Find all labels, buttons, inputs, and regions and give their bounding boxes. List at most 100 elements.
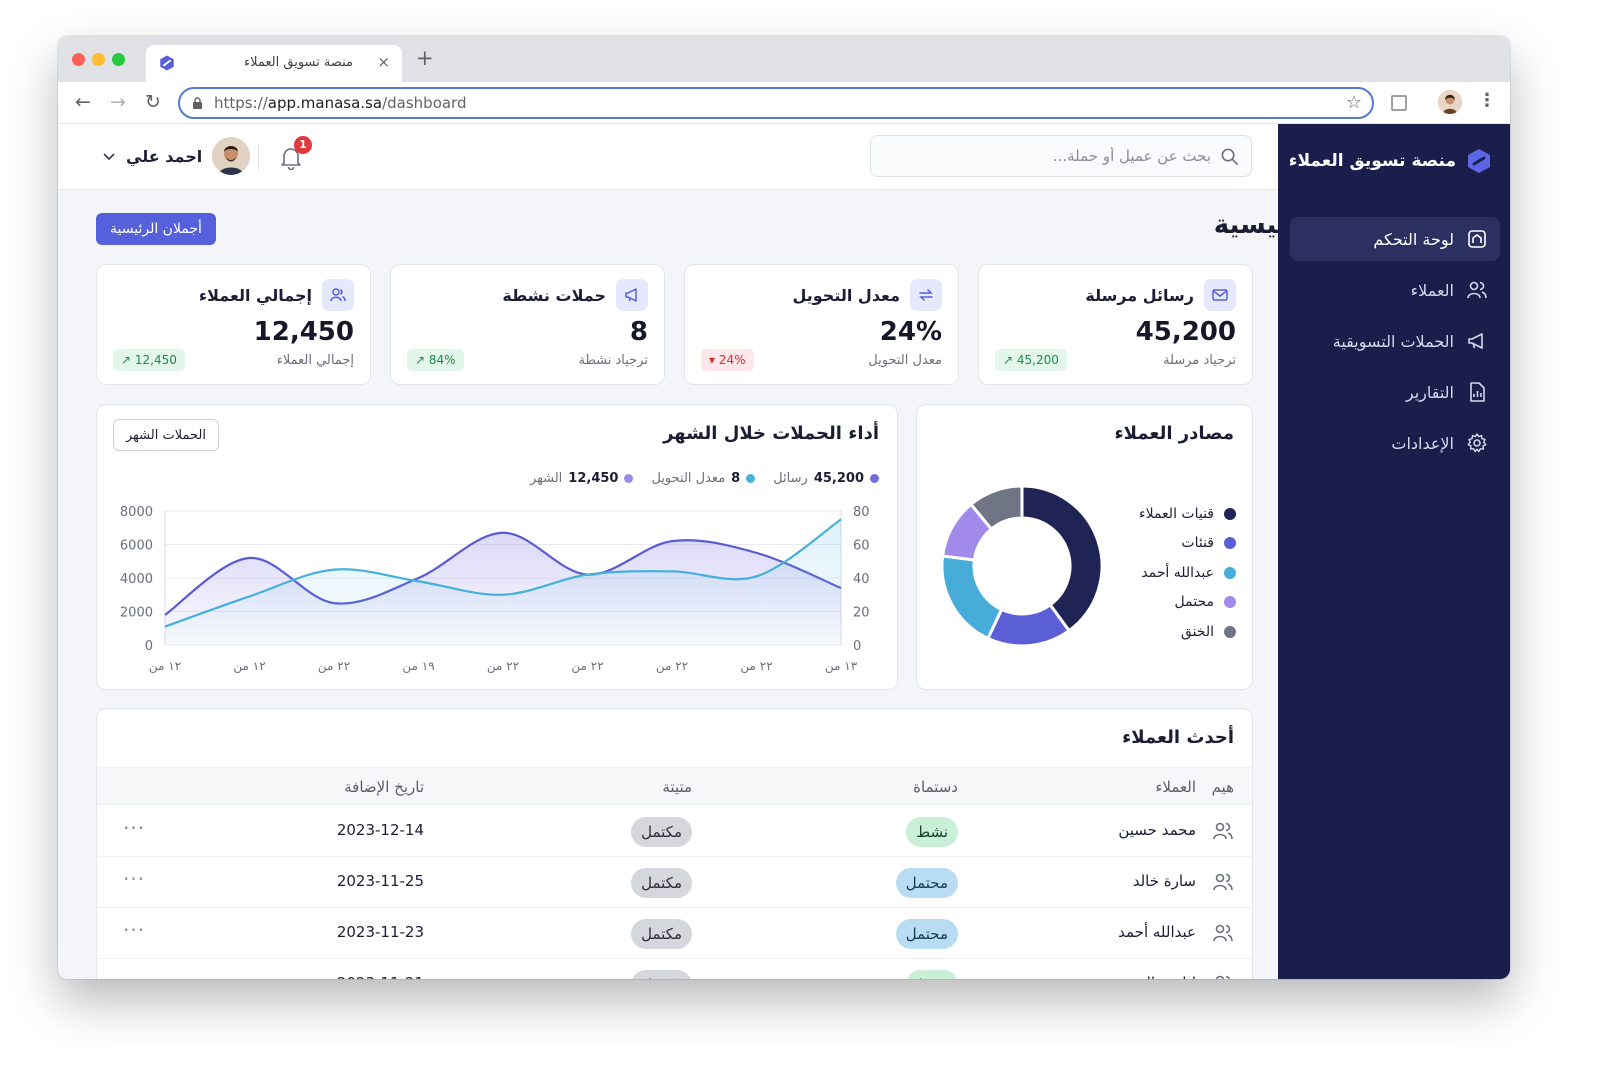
search-box xyxy=(870,135,1252,177)
address-bar[interactable]: https://app.manasa.sa/dashboard ☆ xyxy=(178,87,1374,119)
table-row[interactable]: ليلى خالد نشط مكتمل 2023-11-21 ··· xyxy=(97,959,1252,979)
x-tick-label: ٢٢ من xyxy=(656,659,688,674)
notification-badge: 1 xyxy=(294,136,312,154)
browser-tab[interactable]: منصة تسويق العملاء × xyxy=(146,45,402,82)
table-row[interactable]: عبدالله أحمد محتمل مكتمل 2023-11-23 ··· xyxy=(97,908,1252,959)
y-right-tick-label: 80 xyxy=(853,505,870,520)
legend-dot xyxy=(1224,507,1236,520)
stage-badge: مكتمل xyxy=(631,919,692,949)
extensions-icon[interactable] xyxy=(1391,95,1407,111)
trend-badge: ↗ 12,450 xyxy=(113,349,185,371)
megaphone-icon xyxy=(616,279,648,311)
x-tick-label: ٢٢ من xyxy=(571,659,603,674)
url-host: app.manasa.sa xyxy=(267,94,383,112)
legend-value: 8 xyxy=(731,471,741,486)
legend-dot xyxy=(870,474,879,483)
mail-icon xyxy=(1204,279,1236,311)
donut-slice[interactable] xyxy=(1020,484,1104,633)
legend-dot xyxy=(1224,566,1236,579)
series-line-1 xyxy=(164,518,842,628)
y-left-tick-label: 0 xyxy=(145,639,153,654)
brand-logo-icon xyxy=(1468,149,1490,173)
table-row[interactable]: محمد حسين نشط مكتمل 2023-12-14 ··· xyxy=(97,806,1252,857)
trend-badge: ↗ 45,200 xyxy=(995,349,1067,371)
notification-bell-icon[interactable] xyxy=(280,146,302,170)
chart-title: أداء الحملات خلال الشهر xyxy=(663,423,879,444)
swap-icon xyxy=(910,279,942,311)
customer-name: سارة خالد xyxy=(1132,872,1196,890)
more-icon[interactable]: ··· xyxy=(123,816,146,840)
sidebar-item-1[interactable]: العملاء xyxy=(1290,268,1500,312)
brand[interactable]: منصة تسويق العملاء xyxy=(1289,148,1492,174)
sidebar-item-label: العملاء xyxy=(1410,280,1454,300)
x-tick-label: ٢٢ من xyxy=(740,659,772,674)
bookmark-star-icon[interactable]: ☆ xyxy=(1345,92,1362,113)
brand-name: منصة تسويق العملاء xyxy=(1288,151,1456,171)
column-header: هيم xyxy=(1211,778,1234,796)
status-badge: نشط xyxy=(906,817,958,847)
y-left-tick-label: 4000 xyxy=(120,572,153,587)
kpi-value: 24% xyxy=(879,317,942,347)
line-chart: 0 2000 4000 6000 8000 0 20 40 60 80 ١٢ من ١٢ من ٢٢ م… xyxy=(120,505,870,674)
x-tick-label: ١٣ من xyxy=(825,659,858,674)
kpi-subtitle: ترجياد مرسلة xyxy=(1163,353,1236,368)
top-header: 1 احمد علي xyxy=(58,124,1278,190)
donut-slice[interactable] xyxy=(940,554,1004,641)
browser-window: منصة تسويق العملاء × + ← → ↻ https://app… xyxy=(58,36,1510,979)
url-path: /dashboard xyxy=(382,94,467,112)
reload-icon[interactable]: ↻ xyxy=(145,91,161,113)
table-row[interactable]: سارة خالد محتمل مكتمل 2023-11-25 ··· xyxy=(97,857,1252,908)
column-header: تاريخ الإضافة xyxy=(344,778,424,796)
close-window-button[interactable] xyxy=(72,53,85,66)
user-icon xyxy=(1213,822,1233,840)
trend-badge: ▾ 24% xyxy=(701,349,754,371)
new-tab-button[interactable]: + xyxy=(416,46,434,70)
users-icon xyxy=(322,279,354,311)
status-badge: محتمل xyxy=(895,868,958,898)
gear-icon xyxy=(1467,433,1487,453)
minimize-window-button[interactable] xyxy=(92,53,105,66)
period-filter-button[interactable]: الحملات الشهر xyxy=(113,419,219,451)
sidebar-item-0[interactable]: لوحة التحكم xyxy=(1290,217,1500,261)
y-right-tick-label: 0 xyxy=(853,639,861,654)
stage-badge: مكتمل xyxy=(631,970,692,979)
legend-item: 12,450 الشهر xyxy=(530,471,634,486)
search-input[interactable] xyxy=(891,136,1211,176)
legend-dot xyxy=(1224,625,1236,638)
x-tick-label: ١٢ من xyxy=(233,659,265,674)
user-menu[interactable]: احمد علي xyxy=(102,136,251,176)
browser-menu-icon[interactable]: ⋮ xyxy=(1478,90,1496,111)
kpi-title: إجمالي العملاء xyxy=(198,285,312,305)
user-icon xyxy=(1215,975,1231,979)
sidebar-item-label: التقارير xyxy=(1405,382,1454,402)
back-icon[interactable]: ← xyxy=(75,91,91,113)
kpi-subtitle: ترجياد نشطة xyxy=(578,353,648,368)
primary-action-button[interactable]: أجملان الرئيسية xyxy=(96,213,216,245)
more-icon[interactable]: ··· xyxy=(123,969,145,979)
y-right-tick-label: 40 xyxy=(853,572,870,587)
legend-dot xyxy=(1224,537,1236,550)
zoom-window-button[interactable] xyxy=(112,53,125,66)
kpi-value: 8 xyxy=(629,317,648,347)
kpi-value: 12,450 xyxy=(253,317,354,347)
sidebar-item-4[interactable]: الإعدادات xyxy=(1290,421,1500,465)
sidebar-item-2[interactable]: الحملات التسويقية xyxy=(1290,319,1500,363)
tab-title: منصة تسويق العملاء xyxy=(244,55,354,70)
browser-profile-avatar[interactable] xyxy=(1438,90,1462,114)
url-text: https://app.manasa.sa/dashboard xyxy=(214,94,466,112)
donut-slice[interactable] xyxy=(968,484,1024,532)
status-badge: نشط xyxy=(906,970,958,979)
more-icon[interactable]: ··· xyxy=(123,918,146,942)
sidebar-item-label: الإعدادات xyxy=(1391,433,1454,453)
forward-icon[interactable]: → xyxy=(110,91,126,113)
sidebar-item-3[interactable]: التقارير xyxy=(1290,370,1500,414)
legend-label: قنئات xyxy=(1181,535,1214,552)
kpi-card-campaigns: حملات نشطة 8 ترجياد نشطة ↗ 84% xyxy=(390,264,665,385)
donut-chart xyxy=(940,484,1104,648)
more-icon[interactable]: ··· xyxy=(123,867,146,891)
tab-close-icon[interactable]: × xyxy=(377,53,390,71)
tab-strip: منصة تسويق العملاء × + xyxy=(58,36,1510,82)
kpi-card-messages: رسائل مرسلة 45,200 ترجياد مرسلة ↗ 45,200 xyxy=(978,264,1253,385)
chart-legend: 45,200 رسائل 8 معدل التحويل 12,450 الشهر xyxy=(530,471,879,486)
series-area-1 xyxy=(165,519,841,645)
